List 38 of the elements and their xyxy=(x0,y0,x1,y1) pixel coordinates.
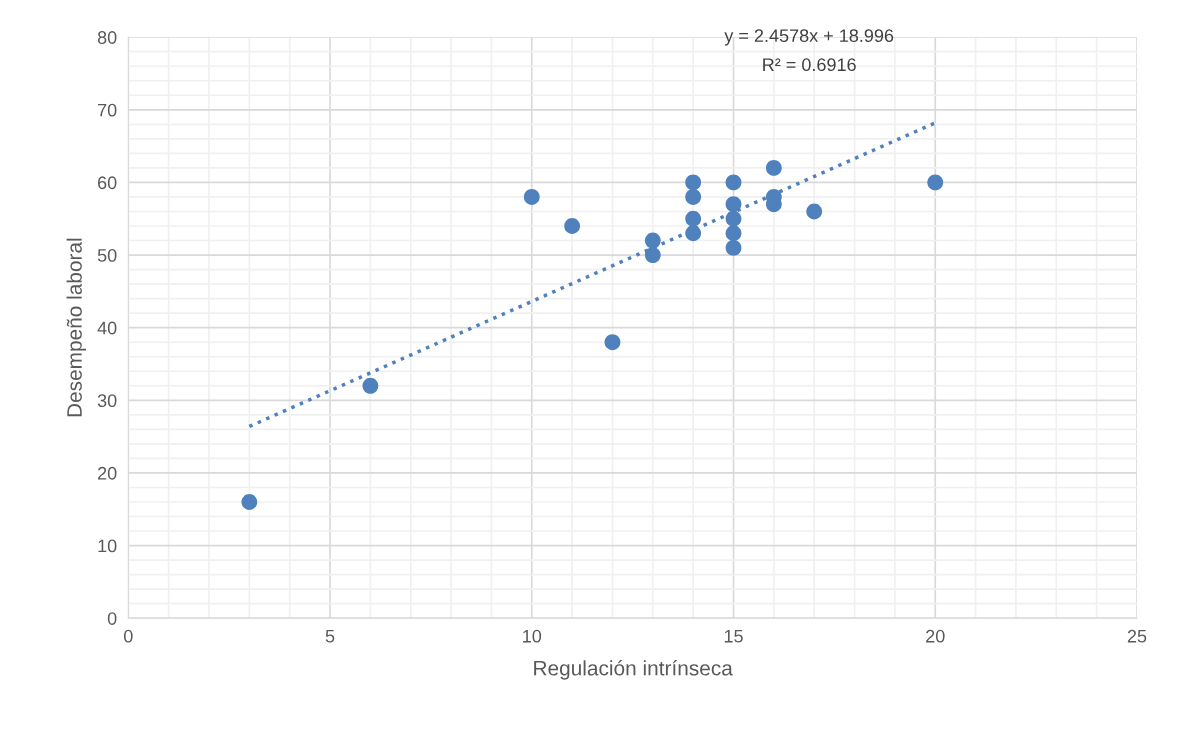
point xyxy=(241,494,258,510)
point xyxy=(362,377,379,394)
point xyxy=(644,232,661,249)
point xyxy=(806,203,823,220)
point xyxy=(725,174,742,191)
y-tick-label: 50 xyxy=(97,248,117,262)
point xyxy=(685,225,702,242)
point xyxy=(604,334,621,351)
y-tick-label: 0 xyxy=(107,612,117,625)
point xyxy=(685,174,702,191)
y-tick-label: 30 xyxy=(97,394,117,408)
annotation: y = 2.4578x + 18.996 xyxy=(724,29,894,46)
point xyxy=(685,210,702,227)
x-axis-title: Regulación intrínseca xyxy=(534,660,733,680)
point xyxy=(927,174,944,191)
point xyxy=(725,225,742,242)
y-tick-label: 10 xyxy=(98,539,117,553)
point xyxy=(564,218,581,234)
y-tick-label: 20 xyxy=(98,466,117,480)
x-tick-label: 0 xyxy=(123,629,133,643)
point xyxy=(725,239,742,256)
x-tick-label: 25 xyxy=(1127,629,1147,643)
annotation: R² = 0.6916 xyxy=(763,58,856,72)
x-tick-label: 15 xyxy=(724,629,743,643)
y-tick-label: 60 xyxy=(98,176,117,190)
x-tick-label: 10 xyxy=(523,629,542,643)
y-tick-label: 80 xyxy=(97,31,117,44)
y-axis-title: Desempeño laboral xyxy=(66,238,86,417)
point xyxy=(644,247,661,263)
point xyxy=(725,196,742,213)
x-tick-label: 5 xyxy=(325,629,335,643)
point xyxy=(725,210,742,227)
y-tick-label: 40 xyxy=(97,321,117,335)
point xyxy=(765,159,782,176)
x-tick-label: 20 xyxy=(926,629,945,643)
point xyxy=(523,189,540,205)
point xyxy=(685,189,702,205)
y-tick-label: 70 xyxy=(98,103,117,117)
